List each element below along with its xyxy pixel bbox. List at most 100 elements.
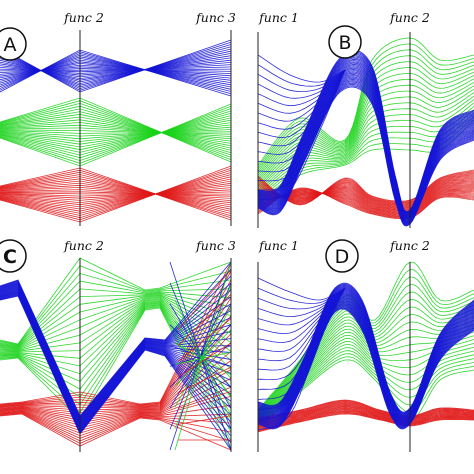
- panel-b-red-line: [257, 169, 474, 206]
- panel-d-axis-label-1: func 1: [258, 238, 299, 253]
- panel-d-red-line: [257, 400, 474, 419]
- panel-c-green-line: [0, 294, 232, 350]
- panel-b-red-line: [257, 184, 474, 211]
- panel-c-red-line: [0, 270, 232, 406]
- panel-b-red-line: [257, 175, 474, 206]
- panel-c-green-line: [0, 295, 232, 350]
- panel-c-red-line: [0, 404, 232, 434]
- panel-a: func 2 func 3 A: [0, 10, 236, 226]
- panel-c-curves: [0, 257, 232, 451]
- panel-a-axis-label-2: func 3: [195, 10, 236, 25]
- panel-d-red-line: [257, 405, 474, 424]
- panel-c-green-line: [0, 306, 232, 442]
- panel-c-badge-label: C: [3, 246, 17, 268]
- panel-b-red-line: [257, 179, 474, 208]
- panel-b-red-line: [257, 190, 474, 216]
- panel-d-green-line: [257, 261, 474, 411]
- panel-b-red-line: [257, 173, 474, 204]
- panel-b-red-line: [257, 174, 474, 205]
- panel-c-red-line: [0, 411, 232, 439]
- panel-b-red-line: [257, 187, 474, 213]
- panel-c-green-line: [0, 292, 232, 348]
- panel-b-badge: [328, 25, 362, 59]
- panel-c-green-line: [0, 302, 232, 406]
- panel-d-red-line: [257, 409, 474, 429]
- panel-d-red-line: [257, 408, 474, 428]
- panel-d-green-line: [257, 284, 474, 413]
- panel-d-red-line: [257, 403, 474, 423]
- panel-b-red-line: [257, 190, 474, 217]
- panel-d-red-line: [257, 401, 474, 421]
- panel-b-red-line: [257, 188, 474, 214]
- panel-d-red-line: [257, 406, 474, 426]
- panel-d-green-line: [257, 276, 474, 412]
- panel-b-curves: [257, 37, 474, 227]
- panel-c-red-line: [0, 333, 232, 414]
- panel-c-axis-label-1: func 2: [63, 238, 104, 253]
- panel-c-green-line: [0, 301, 232, 397]
- panel-b-red-line: [257, 181, 474, 209]
- panel-b-red-line: [257, 171, 474, 205]
- panel-c-green-line: [0, 265, 232, 346]
- panel-c-green-line: [0, 293, 232, 349]
- panel-a-badge: [0, 27, 27, 61]
- panel-d-red-line: [257, 412, 474, 432]
- panel-b-red-line: [257, 188, 474, 219]
- panel-c-badge: [0, 239, 27, 273]
- panel-c-red-cross-line: [177, 342, 232, 378]
- panel-b-red-line: [257, 176, 474, 206]
- panel-b-red-line: [257, 188, 474, 218]
- panel-d-red-line: [257, 410, 474, 430]
- panel-b-green-line: [257, 37, 474, 166]
- panel-d-red-line: [257, 409, 474, 429]
- panel-b-red-line: [257, 178, 474, 207]
- panel-b-red-line: [257, 183, 474, 210]
- panel-c-green-line: [0, 304, 232, 424]
- panel-b-red-line: [257, 187, 474, 212]
- panel-c-red-line: [0, 360, 232, 421]
- panel-a-badge-label: A: [4, 34, 17, 56]
- panel-c-red-line: [0, 324, 232, 411]
- panel-c-red-cross-line: [177, 391, 232, 409]
- panel-d-red-line: [257, 411, 474, 431]
- panel-b-red-line: [258, 185, 474, 211]
- panel-b-red-line: [257, 177, 474, 207]
- panel-b-blue-line: [257, 86, 474, 227]
- panel-c-green-line: [0, 299, 232, 379]
- panel-b-red-line: [257, 189, 474, 214]
- panel-c-blue-line: [0, 295, 232, 451]
- panel-c-green-line: [0, 257, 232, 345]
- panel-d-red-line: [257, 402, 474, 422]
- panel-b-axis-label-2: func 2: [389, 10, 430, 25]
- panel-b-red-line: [257, 187, 474, 220]
- panel-c-green-line: [0, 300, 232, 388]
- panel-d-red-line: [257, 407, 474, 427]
- panel-d-red-line: [257, 405, 474, 425]
- panel-d-axis-label-2: func 2: [389, 238, 430, 253]
- panel-c-red-line: [0, 342, 232, 416]
- panel-d-red-line: [257, 406, 474, 426]
- panel-c-red-cross-line: [177, 318, 232, 362]
- panel-c-red-line: [0, 386, 232, 429]
- panel-d-red-line: [257, 413, 474, 432]
- panel-b-badge-label: B: [338, 32, 351, 54]
- panel-b-red-line: [257, 190, 474, 215]
- panel-d-red-line: [257, 408, 474, 427]
- panel-c-axis-label-2: func 3: [195, 238, 236, 253]
- panel-d-red-line: [257, 400, 474, 420]
- panel-d-red-line: [257, 413, 474, 433]
- panel-c-green-cross-line: [174, 342, 232, 376]
- panel-d: func 1 func 2 D: [257, 238, 474, 452]
- panel-c-red-line: [0, 306, 232, 408]
- panel-b-axis-label-1: func 1: [258, 10, 299, 25]
- panel-c-green-line: [0, 303, 232, 415]
- panel-d-red-line: [257, 411, 474, 430]
- panel-b-red-line: [257, 186, 474, 212]
- panel-c-red-line: [0, 261, 232, 405]
- panel-b-red-line: [257, 172, 474, 204]
- panel-d-green-line: [257, 359, 474, 429]
- panel-d-blue-line: [257, 308, 474, 430]
- panel-c: func 2 func 3 C: [0, 238, 236, 452]
- panel-c-red-line: [0, 411, 232, 437]
